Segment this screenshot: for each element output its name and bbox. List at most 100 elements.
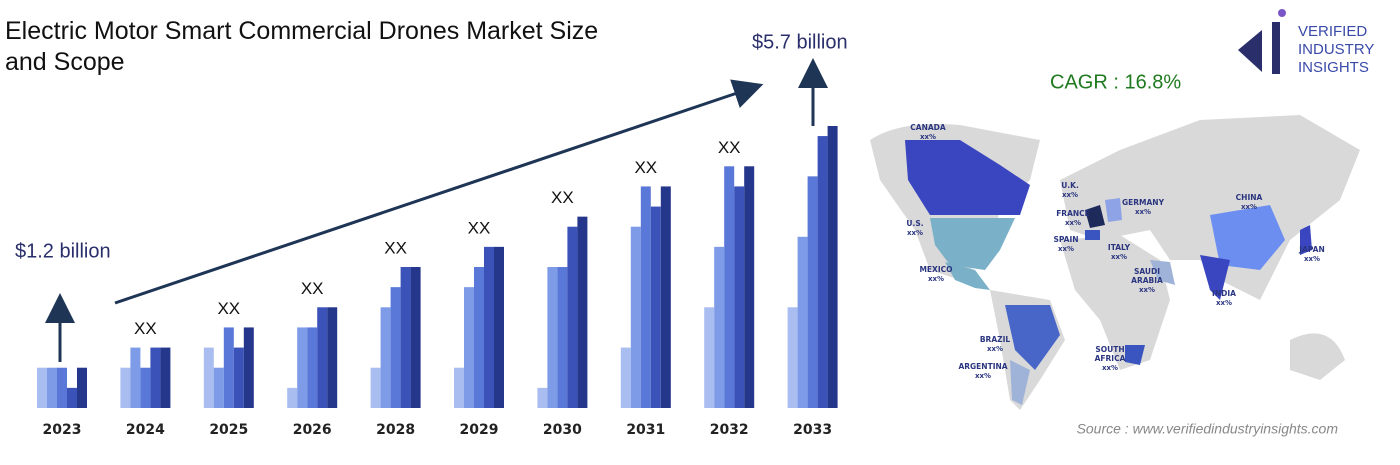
bar — [454, 367, 464, 408]
title-line: Electric Motor Smart Commercial Drones M… — [5, 17, 598, 45]
bar — [474, 267, 484, 408]
country-value: xx% — [1304, 255, 1320, 263]
logo-text: INDUSTRY — [1298, 41, 1374, 58]
data-label: XX — [718, 138, 741, 157]
country-name: U.S. — [906, 219, 923, 228]
source: Source : www.verifiedindustryinsights.co… — [1077, 421, 1339, 437]
bar — [537, 387, 548, 408]
bar — [640, 186, 651, 408]
bar — [724, 166, 735, 408]
data-label: XX — [551, 188, 574, 207]
country-value: xx% — [1102, 364, 1118, 372]
data-label: XX — [217, 299, 240, 318]
country-name: U.K. — [1061, 181, 1079, 190]
bar — [370, 367, 381, 408]
bar — [744, 166, 755, 408]
country-name: JAPAN — [1298, 245, 1325, 254]
bar — [494, 246, 504, 408]
bar — [557, 267, 568, 408]
country-value: xx% — [907, 229, 923, 237]
bar — [660, 186, 671, 408]
country-value: xx% — [1062, 191, 1078, 199]
country-value: xx% — [1065, 219, 1081, 227]
bar — [160, 347, 171, 408]
country-name: ITALY — [1108, 243, 1131, 252]
bar — [57, 367, 67, 408]
bar — [630, 226, 641, 408]
country-value: xx% — [1241, 203, 1257, 211]
country-value: xx% — [987, 345, 1003, 353]
country-name: MEXICO — [919, 265, 952, 274]
bar — [547, 267, 558, 408]
country-name: GERMANY — [1122, 198, 1165, 207]
bar — [827, 126, 838, 408]
end-label: $5.7 billion — [752, 31, 848, 53]
country-value: xx% — [1216, 299, 1232, 307]
country-name: FRANCE — [1056, 209, 1090, 218]
title: Electric Motor Smart Commercial Drones M… — [5, 17, 598, 76]
bar — [797, 236, 808, 408]
x-tick-label: 2029 — [460, 422, 499, 438]
chart-title: Electric Motor Smart Commercial Drones M… — [5, 17, 598, 76]
country-value: xx% — [975, 372, 991, 380]
country-value: xx% — [1111, 253, 1127, 261]
world-map — [870, 115, 1360, 410]
country-name: SOUTH AFRICA — [1095, 345, 1126, 363]
bar — [807, 176, 818, 408]
country-name: SAUDI ARABIA — [1131, 267, 1163, 285]
country-name: CHINA — [1236, 193, 1263, 202]
bar — [37, 367, 47, 408]
country-value: xx% — [928, 275, 944, 283]
country-name: CANADA — [910, 123, 946, 132]
bar — [577, 216, 588, 408]
data-label: XX — [468, 218, 491, 237]
bar — [327, 307, 338, 408]
country-name: ARGENTINA — [958, 362, 1007, 371]
bar — [233, 347, 244, 408]
country-name: INDIA — [1212, 289, 1236, 298]
country-value: xx% — [1135, 208, 1151, 216]
logo-mark — [1238, 9, 1286, 74]
x-tick-label: 2024 — [126, 422, 165, 438]
bar — [120, 367, 131, 408]
bar — [243, 327, 254, 408]
x-tick-label: 2033 — [793, 422, 832, 438]
x-tick-label: 2026 — [293, 422, 332, 438]
country-name: BRAZIL — [980, 335, 1011, 344]
bar — [307, 327, 318, 408]
country-value: xx% — [920, 133, 936, 141]
bar — [297, 327, 308, 408]
bar — [704, 307, 715, 408]
bar — [390, 287, 401, 408]
data-label: XX — [384, 238, 407, 257]
x-tick-label: 2032 — [710, 422, 749, 438]
bar — [223, 327, 234, 408]
bar — [400, 267, 411, 408]
start-label: $1.2 billion — [15, 240, 111, 262]
bar — [567, 226, 578, 408]
bar — [380, 307, 391, 408]
bar — [787, 307, 798, 408]
country-value: xx% — [1058, 245, 1074, 253]
title-line: and Scope — [5, 48, 125, 76]
bar — [213, 367, 224, 408]
country-name-line: SOUTH — [1095, 345, 1124, 354]
bar — [484, 246, 494, 408]
bar — [287, 387, 298, 408]
country-name-line: AFRICA — [1095, 354, 1126, 363]
country-name-line: SAUDI — [1134, 267, 1160, 276]
x-tick-label: 2030 — [543, 422, 582, 438]
data-label: XX — [634, 158, 657, 177]
bar — [817, 136, 828, 409]
bar — [77, 367, 87, 408]
bar — [47, 367, 57, 408]
bar — [203, 347, 214, 408]
bar — [67, 387, 77, 408]
country-name-line: ARABIA — [1131, 276, 1163, 285]
bar — [140, 367, 151, 408]
bar — [620, 347, 631, 408]
data-label: XX — [301, 279, 324, 298]
country-name: SPAIN — [1053, 235, 1078, 244]
bar — [410, 267, 421, 408]
